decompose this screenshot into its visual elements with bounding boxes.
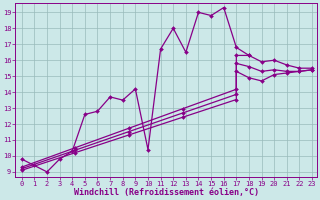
X-axis label: Windchill (Refroidissement éolien,°C): Windchill (Refroidissement éolien,°C) <box>74 188 259 197</box>
